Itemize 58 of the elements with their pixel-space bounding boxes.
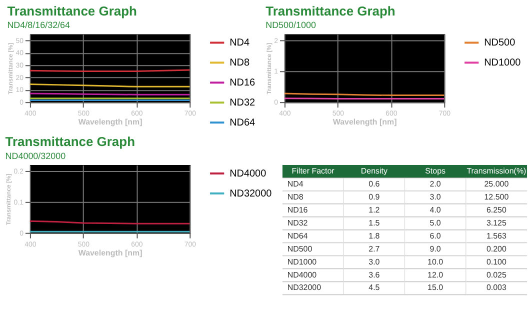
data-label: 4.5 [368, 283, 380, 292]
data-label: 1.2 [368, 205, 380, 214]
category-label: ND4000 [287, 270, 318, 280]
data-label: 0.6 [368, 179, 380, 188]
legend-label: ND16 [230, 78, 256, 89]
data-label: 6.250 [486, 205, 507, 214]
data-label: 10.0 [428, 257, 444, 266]
legend-label: ND64 [230, 118, 256, 129]
data-label: 9.0 [430, 244, 442, 254]
legend-label: ND4 [230, 38, 250, 49]
legend-label: ND32000 [230, 188, 272, 200]
legend-label: ND8 [230, 58, 250, 69]
data-label: 3.6 [368, 270, 380, 280]
data-label: 1.8 [368, 231, 380, 240]
data-label: 6.0 [430, 231, 442, 240]
chart-subtitle: ND4000/32000 [5, 150, 66, 161]
data-label: 0.200 [486, 244, 507, 254]
x-axis-title: Wavelength [nm] [332, 118, 398, 127]
category-label: ND16 [287, 205, 308, 214]
data-label: 3.0 [368, 257, 380, 266]
category-label: ND32 [287, 218, 308, 228]
data-label: 1.5 [368, 218, 380, 228]
legend-label: ND500 [484, 38, 516, 49]
data-label: 5.0 [430, 218, 442, 228]
data-label: 0.9 [368, 192, 380, 202]
legend-label: ND1000 [484, 58, 522, 69]
chart-title: Transmittance Graph [7, 3, 138, 18]
text: Stops [425, 166, 446, 176]
text: Filter Factor [292, 166, 335, 176]
data-label: 3.125 [486, 218, 507, 228]
chart-title: Transmittance Graph [5, 134, 136, 150]
x-axis-title: Wavelength [nm] [78, 248, 143, 258]
category-label: ND1000 [287, 257, 318, 266]
chart-subtitle: ND500/1000 [266, 20, 316, 30]
data-label: 2.7 [368, 244, 380, 254]
category-label: ND64 [287, 231, 308, 240]
chart-subtitle: ND4/8/16/32/64 [7, 20, 70, 30]
data-label: 15.0 [428, 283, 444, 292]
data-label: 2.0 [430, 179, 442, 188]
category-label: ND32000 [287, 283, 322, 292]
text: Density [360, 166, 388, 176]
data-label: 12.500 [484, 192, 510, 202]
data-label: 3.0 [430, 192, 442, 202]
data-label: 0.025 [486, 270, 507, 280]
data-label: 1.563 [486, 231, 507, 240]
data-label: 12.0 [428, 270, 444, 280]
data-label: 0.100 [486, 257, 507, 266]
x-axis-title: Wavelength [nm] [78, 118, 143, 127]
legend-label: ND32 [230, 98, 256, 109]
category-label: ND500 [287, 244, 313, 254]
category-label: ND8 [287, 192, 304, 202]
text: ND4000 [230, 168, 267, 180]
data-label: 25.000 [484, 179, 510, 188]
category-label: ND4 [287, 179, 304, 188]
chart-title: Transmittance Graph [266, 3, 396, 18]
text: Transmission(%) [466, 166, 527, 176]
data-label: 0.003 [486, 283, 507, 292]
data-label: 4.0 [430, 205, 442, 214]
